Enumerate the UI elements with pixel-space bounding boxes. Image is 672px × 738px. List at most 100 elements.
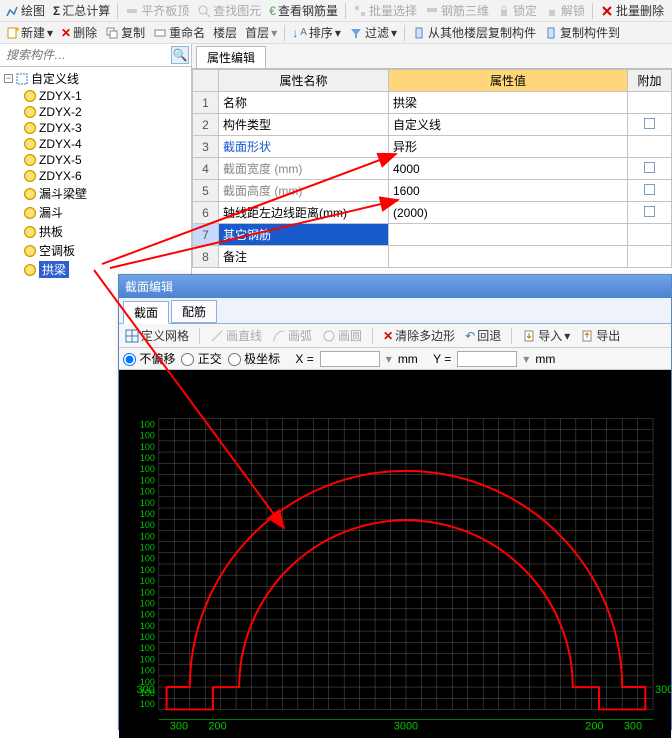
defgrid-button[interactable]: 定义网格 bbox=[123, 326, 191, 345]
property-row[interactable]: 5截面高度 (mm)1600 bbox=[193, 180, 672, 202]
batchdel-button[interactable]: 批量删除 bbox=[597, 1, 667, 20]
y-input[interactable] bbox=[457, 351, 517, 367]
property-row[interactable]: 3截面形状异形 bbox=[193, 136, 672, 158]
prop-value[interactable]: (2000) bbox=[389, 202, 628, 224]
ortho-radio[interactable]: 正交 bbox=[181, 350, 221, 367]
prop-name: 构件类型 bbox=[219, 114, 389, 136]
prop-value[interactable]: 拱梁 bbox=[389, 92, 628, 114]
prop-extra[interactable] bbox=[628, 136, 672, 158]
clearpoly-button[interactable]: ✕ 清除多边形 bbox=[381, 326, 457, 345]
tree-item[interactable]: 漏斗梁壁 bbox=[4, 184, 191, 203]
tree-item-label: ZDYX-3 bbox=[39, 121, 82, 135]
tree-item-label: 拱梁 bbox=[39, 261, 69, 278]
svg-text:100: 100 bbox=[140, 699, 155, 709]
copyfrom-button[interactable]: 从其他楼层复制构件 bbox=[409, 23, 539, 42]
offset-none-radio[interactable]: 不偏移 bbox=[123, 350, 175, 367]
svg-text:100: 100 bbox=[140, 632, 155, 642]
rename-button[interactable]: 重命名 bbox=[150, 23, 208, 42]
col-extra: 附加 bbox=[628, 70, 672, 92]
property-row[interactable]: 7其它钢筋 bbox=[193, 224, 672, 246]
prop-extra[interactable] bbox=[628, 92, 672, 114]
prop-value[interactable] bbox=[389, 224, 628, 246]
polar-radio[interactable]: 极坐标 bbox=[228, 350, 280, 367]
svg-text:300: 300 bbox=[655, 684, 671, 696]
item-icon bbox=[24, 188, 36, 200]
svg-text:100: 100 bbox=[140, 643, 155, 653]
prop-value[interactable]: 异形 bbox=[389, 136, 628, 158]
tree-item-label: 漏斗梁壁 bbox=[39, 185, 87, 202]
prop-extra[interactable] bbox=[628, 202, 672, 224]
sum-button[interactable]: Σ 汇总计算 bbox=[50, 1, 113, 20]
filter-button[interactable]: 过滤 ▾ bbox=[346, 23, 400, 42]
prop-value[interactable]: 自定义线 bbox=[389, 114, 628, 136]
tab-rebar[interactable]: 配筋 bbox=[171, 300, 217, 323]
sort-button[interactable]: ↓A 排序 ▾ bbox=[289, 23, 344, 42]
section-canvas[interactable]: 1001001001001001001001001001001001001001… bbox=[119, 370, 671, 738]
search-input[interactable] bbox=[2, 46, 171, 64]
findelem-button[interactable]: 查找图元 bbox=[194, 1, 264, 20]
prop-extra[interactable] bbox=[628, 224, 672, 246]
svg-text:100: 100 bbox=[140, 509, 155, 519]
tree-root[interactable]: − 自定义线 bbox=[4, 69, 191, 88]
tree-item[interactable]: ZDYX-5 bbox=[4, 152, 191, 168]
import-button[interactable]: 导入 ▾ bbox=[520, 326, 572, 345]
item-icon bbox=[24, 154, 36, 166]
floor-select[interactable]: 首层 ▾ bbox=[242, 23, 280, 42]
rebar3d-button[interactable]: 钢筋三维 bbox=[422, 1, 492, 20]
circle-button[interactable]: 画圆 bbox=[320, 326, 364, 345]
collapse-icon[interactable]: − bbox=[4, 74, 13, 83]
new-button[interactable]: ✦新建 ▾ bbox=[2, 23, 56, 42]
export-button[interactable]: 导出 bbox=[578, 326, 622, 345]
tree-item[interactable]: 空调板 bbox=[4, 241, 191, 260]
tree-item-label: 漏斗 bbox=[39, 204, 63, 221]
copy-button[interactable]: 复制 bbox=[102, 23, 148, 42]
undo-button[interactable]: ↶ 回退 bbox=[463, 326, 503, 345]
x-input[interactable] bbox=[320, 351, 380, 367]
row-index: 3 bbox=[193, 136, 219, 158]
tree-item-label: ZDYX-1 bbox=[39, 89, 82, 103]
svg-text:100: 100 bbox=[140, 543, 155, 553]
tree-item-label: ZDYX-6 bbox=[39, 169, 82, 183]
tree-item[interactable]: 拱板 bbox=[4, 222, 191, 241]
top-toolbar-1: 绘图 Σ 汇总计算 平齐板顶 查找图元 € 查看钢筋量 批量选择 钢筋三维 锁定… bbox=[0, 0, 672, 22]
floor-button[interactable]: 楼层 bbox=[210, 23, 240, 42]
line-button[interactable]: 画直线 bbox=[208, 326, 264, 345]
tab-section[interactable]: 截面 bbox=[123, 301, 169, 324]
item-icon bbox=[24, 106, 36, 118]
tree-item[interactable]: ZDYX-1 bbox=[4, 88, 191, 104]
prop-extra[interactable] bbox=[628, 246, 672, 268]
property-row[interactable]: 4截面宽度 (mm)4000 bbox=[193, 158, 672, 180]
arc-button[interactable]: 画弧 bbox=[270, 326, 314, 345]
search-button[interactable]: 🔍 bbox=[171, 46, 189, 64]
prop-value[interactable]: 4000 bbox=[389, 158, 628, 180]
item-icon bbox=[24, 226, 36, 238]
coord-toolbar: 不偏移 正交 极坐标 X = ▾ mm Y = ▾ mm bbox=[119, 348, 671, 370]
property-row[interactable]: 2构件类型自定义线 bbox=[193, 114, 672, 136]
del-button[interactable]: ✕ 删除 bbox=[58, 23, 100, 42]
svg-text:100: 100 bbox=[140, 531, 155, 541]
unlock-button[interactable]: 解锁 bbox=[542, 1, 588, 20]
tree-item[interactable]: ZDYX-2 bbox=[4, 104, 191, 120]
flatboard-button[interactable]: 平齐板顶 bbox=[122, 1, 192, 20]
property-row[interactable]: 8备注 bbox=[193, 246, 672, 268]
svg-text:✦: ✦ bbox=[14, 26, 19, 34]
prop-value[interactable] bbox=[389, 246, 628, 268]
prop-extra[interactable] bbox=[628, 114, 672, 136]
svg-text:100: 100 bbox=[140, 598, 155, 608]
tree-item[interactable]: ZDYX-6 bbox=[4, 168, 191, 184]
tree-item[interactable]: ZDYX-4 bbox=[4, 136, 191, 152]
tree-item[interactable]: ZDYX-3 bbox=[4, 120, 191, 136]
property-row[interactable]: 1名称拱梁 bbox=[193, 92, 672, 114]
tree-item[interactable]: 漏斗 bbox=[4, 203, 191, 222]
batchsel-button[interactable]: 批量选择 bbox=[350, 1, 420, 20]
lock-button[interactable]: 锁定 bbox=[494, 1, 540, 20]
prop-extra[interactable] bbox=[628, 158, 672, 180]
property-row[interactable]: 6轴线距左边线距离(mm)(2000) bbox=[193, 202, 672, 224]
draw-button[interactable]: 绘图 bbox=[2, 1, 48, 20]
copyto-button[interactable]: 复制构件到 bbox=[541, 23, 623, 42]
tab-property-edit[interactable]: 属性编辑 bbox=[196, 46, 266, 68]
viewrebar-button[interactable]: € 查看钢筋量 bbox=[266, 1, 341, 20]
prop-value[interactable]: 1600 bbox=[389, 180, 628, 202]
svg-text:100: 100 bbox=[140, 431, 155, 441]
prop-extra[interactable] bbox=[628, 180, 672, 202]
